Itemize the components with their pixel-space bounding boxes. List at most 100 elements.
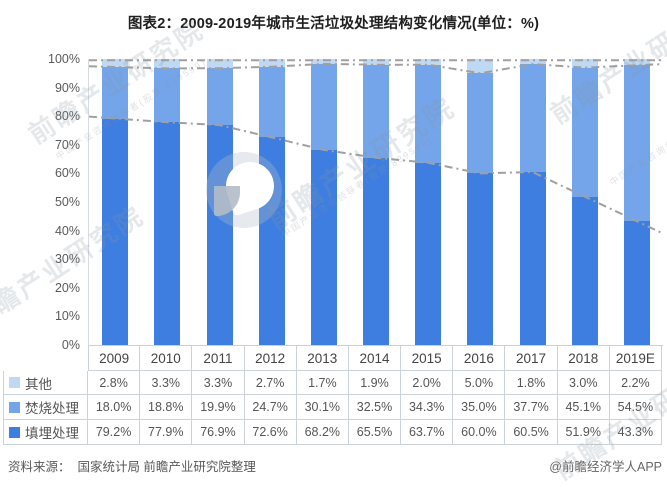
bar-segment: [258, 59, 285, 67]
table-value-cell: 79.2%: [88, 420, 141, 445]
table-year-header: 2016: [453, 346, 506, 371]
legend-label: 其他: [25, 376, 52, 392]
legend-swatch: [9, 377, 20, 388]
bar-segment: [415, 59, 442, 65]
table-value-cell: 65.5%: [348, 420, 402, 445]
table-value-cell: 34.3%: [401, 395, 454, 420]
bar-segment: [467, 73, 494, 174]
bar-segment: [571, 196, 598, 345]
table-value-cell: 32.5%: [348, 395, 402, 420]
plot-area: [88, 58, 664, 346]
table-year-header: 2019E: [609, 346, 662, 371]
bar-segment: [363, 64, 389, 158]
bar-segment: [623, 65, 650, 222]
table-value-cell: 72.6%: [244, 420, 297, 445]
bar-segment: [571, 59, 598, 68]
table-value-cell: 1.7%: [296, 371, 349, 395]
legend-cell: 其他: [3, 371, 88, 395]
bar-segment: [571, 67, 598, 197]
table-value-cell: 3.3%: [140, 371, 193, 395]
table-value-cell: 43.3%: [609, 420, 662, 445]
legend-label: 填埋处理: [25, 426, 79, 441]
data-table: 2009 2010 2011 2012 2013 2014 2015 2016 2017 2018…: [3, 346, 662, 445]
table-value-cell: 2.7%: [244, 371, 297, 395]
cumulative-line: [88, 115, 664, 235]
table-year-header: 2017: [505, 346, 558, 371]
y-tick-label: 90%: [54, 80, 80, 95]
bar-segment: [206, 68, 233, 126]
table-year-header: 2011: [192, 346, 245, 371]
table-year-header: 2012: [244, 346, 297, 371]
bar-segment: [258, 137, 285, 345]
bar-segment: [102, 67, 129, 119]
bar-segment: [206, 125, 233, 345]
table-year-header: 2018: [557, 346, 610, 371]
table-value-cell: 19.9%: [192, 395, 245, 420]
table-corner-spacer: [3, 346, 88, 371]
y-tick-label: 60%: [54, 166, 80, 181]
bar-segment: [154, 59, 181, 69]
table-value-cell: 5.0%: [453, 371, 506, 395]
y-tick-label: 30%: [54, 252, 80, 267]
bar-segment: [467, 173, 494, 345]
table-value-cell: 18.8%: [140, 395, 193, 420]
table-value-cell: 3.3%: [192, 371, 245, 395]
y-tick-label: 80%: [54, 109, 80, 124]
table-value-cell: 51.9%: [557, 420, 610, 445]
table-year-header: 2009: [88, 346, 141, 371]
source-note: 资料来源： 国家统计局 前瞻产业研究院整理: [8, 460, 256, 474]
bar-segment: [102, 118, 129, 345]
y-axis: 0% 10% 20% 30% 40% 50% 60% 70% 80% 90% 100%: [0, 52, 80, 352]
bar-segment: [102, 59, 129, 67]
table-year-header: 2010: [140, 346, 193, 371]
y-tick-label: 40%: [54, 223, 80, 238]
table-year-header: 2013: [296, 346, 349, 371]
table-value-cell: 2.2%: [609, 371, 662, 395]
chart-title: 图表2：2009-2019年城市生活垃圾处理结构变化情况(单位：%): [127, 16, 540, 32]
table-value-cell: 1.8%: [505, 371, 558, 395]
bar-segment: [415, 162, 442, 345]
legend-label: 焚烧处理: [25, 401, 79, 416]
bar-segment: [310, 59, 337, 64]
cumulative-line: [88, 62, 664, 75]
table-year-header: 2014: [348, 346, 402, 371]
bar-segment: [623, 59, 650, 66]
y-tick-label: 0%: [61, 338, 80, 352]
bar-segment: [258, 66, 285, 138]
bar-segment: [363, 59, 389, 65]
table-value-cell: 77.9%: [140, 420, 193, 445]
bar-segment: [363, 157, 389, 345]
table-value-cell: 63.7%: [401, 420, 454, 445]
table-value-cell: 3.0%: [557, 371, 610, 395]
table-value-cell: 18.0%: [88, 395, 141, 420]
table-value-cell: 30.1%: [296, 395, 349, 420]
table-value-cell: 2.8%: [88, 371, 141, 395]
legend-cell: 焚烧处理: [3, 395, 88, 420]
y-tick-label: 20%: [54, 280, 80, 295]
table-value-cell: 1.9%: [348, 371, 402, 395]
y-tick-label: 50%: [54, 195, 80, 209]
credit-note: @前瞻经济学人APP: [549, 460, 662, 474]
table-value-cell: 45.1%: [557, 395, 610, 420]
legend-swatch: [9, 426, 20, 438]
bar-segment: [519, 172, 546, 345]
table-value-cell: 2.0%: [401, 371, 454, 395]
bar-segment: [310, 63, 337, 150]
table-value-cell: 37.7%: [505, 395, 558, 420]
y-tick-label: 100%: [48, 52, 80, 66]
table-value-cell: 60.0%: [453, 420, 506, 445]
bar-segment: [154, 68, 181, 123]
bar-segment: [310, 149, 337, 345]
bar-segment: [519, 59, 546, 65]
table-value-cell: 54.5%: [609, 395, 662, 420]
cumulative-lines-layer: [88, 59, 664, 235]
table-value-cell: 24.7%: [244, 395, 297, 420]
bar-segment: [206, 58, 233, 69]
bar-segment: [623, 221, 650, 345]
table-value-cell: 60.5%: [505, 420, 558, 445]
y-tick-label: 70%: [54, 137, 80, 152]
table-value-cell: 35.0%: [453, 395, 506, 420]
legend-cell: 填埋处理: [3, 420, 88, 445]
table-year-header: 2015: [401, 346, 454, 371]
